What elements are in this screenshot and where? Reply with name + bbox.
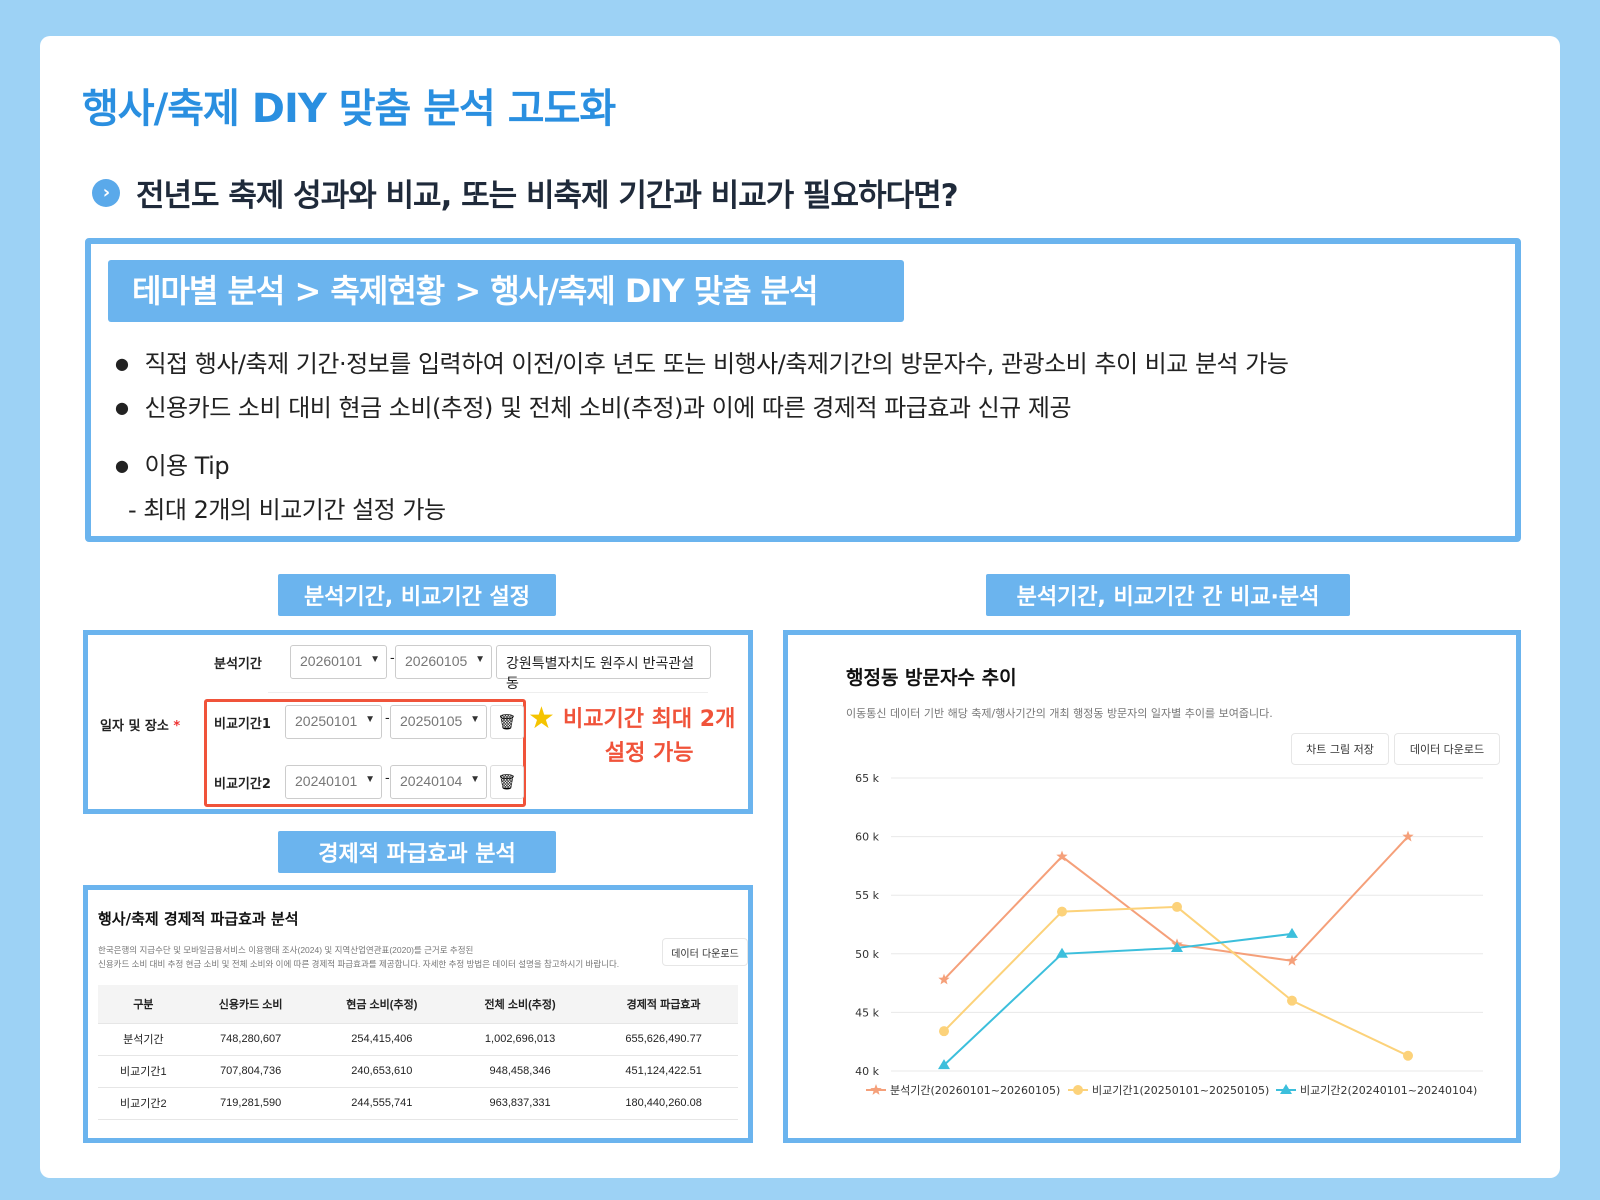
data-download-button[interactable]: 데이터 다운로드 bbox=[1394, 733, 1500, 765]
table-cell: 655,626,490.77 bbox=[589, 1023, 738, 1056]
table-cell: 254,415,406 bbox=[312, 1023, 451, 1056]
table-cell: 1,002,696,013 bbox=[450, 1023, 590, 1056]
data-point bbox=[1171, 941, 1183, 952]
table-cell: 244,555,741 bbox=[312, 1087, 451, 1120]
tip-text: - 최대 2개의 비교기간 설정 가능 bbox=[128, 496, 446, 524]
compare1-start-select[interactable]: 20250101 ▼ bbox=[285, 705, 382, 739]
econ-title: 행사/축제 경제적 파급효과 분석 bbox=[98, 910, 299, 928]
subtitle: › 전년도 축제 성과와 비교, 또는 비축제 기간과 비교가 필요하다면? bbox=[92, 170, 959, 215]
series-line bbox=[943, 905, 1409, 1057]
column-header: 구분 bbox=[98, 985, 189, 1024]
bullet: 신용카드 소비 대비 현금 소비(추정) 및 전체 소비(추정)과 이에 따른 … bbox=[115, 388, 1071, 423]
data-point bbox=[1286, 954, 1298, 966]
table-cell: 748,280,607 bbox=[188, 1023, 313, 1056]
table-cell: 707,804,736 bbox=[188, 1055, 313, 1088]
table-cell: 비교기간2 bbox=[98, 1087, 189, 1120]
y-tick-label: 60 k bbox=[855, 831, 879, 844]
bullet: 이용 Tip bbox=[115, 446, 229, 481]
compare1-label: 비교기간1 bbox=[214, 717, 271, 732]
legend-marker bbox=[870, 1084, 882, 1095]
data-point bbox=[1057, 906, 1067, 917]
legend-label[interactable]: 비교기간2(20240101~20240104) bbox=[1300, 1084, 1477, 1097]
legend-label[interactable]: 비교기간1(20250101~20250105) bbox=[1092, 1084, 1269, 1097]
column-header: 전체 소비(추정) bbox=[450, 985, 590, 1024]
data-point bbox=[1056, 947, 1068, 958]
compare2-label: 비교기간2 bbox=[214, 777, 271, 792]
series-line bbox=[943, 932, 1293, 1066]
y-tick-label: 55 k bbox=[855, 889, 879, 902]
field-label: 일자 및 장소 * bbox=[100, 719, 181, 734]
compare2-end-select[interactable]: 20240104 ▼ bbox=[390, 765, 487, 799]
star-icon: ★ bbox=[528, 701, 555, 736]
economic-panel: 행사/축제 경제적 파급효과 분석 한국은행의 지급수단 및 모바일금융서비스 … bbox=[83, 885, 753, 1143]
data-point bbox=[938, 973, 950, 985]
column-header: 경제적 파급효과 bbox=[589, 985, 738, 1024]
table-cell: 180,440,260.08 bbox=[589, 1087, 738, 1120]
data-point bbox=[1172, 901, 1182, 912]
separator: - bbox=[385, 771, 390, 786]
table-cell: 240,653,610 bbox=[312, 1055, 451, 1088]
table-cell: 719,281,590 bbox=[188, 1087, 313, 1120]
legend-marker bbox=[1073, 1085, 1083, 1095]
analysis-end-select[interactable]: 20260105 ▼ bbox=[395, 645, 492, 679]
period-form: 일자 및 장소 * 분석기간 20260101 ▼ - 20260105 ▼ 강원특… bbox=[83, 630, 753, 814]
analysis-start-select[interactable]: 20260101 ▼ bbox=[290, 645, 387, 679]
y-tick-label: 50 k bbox=[855, 948, 879, 961]
column-header: 신용카드 소비 bbox=[188, 985, 313, 1024]
econ-table: 구분 신용카드 소비 현금 소비(추정) 전체 소비(추정) 경제적 파급효과 분석기간 7… bbox=[98, 985, 738, 1120]
separator: - bbox=[390, 651, 395, 666]
chart-description: 이동통신 데이터 기반 해당 축제/행사기간의 개최 행정동 방문자의 일자별 … bbox=[846, 707, 1273, 720]
table-row: 비교기간1 707,804,736 240,653,610 948,458,346 45… bbox=[98, 1055, 738, 1088]
chart-panel: 행정동 방문자수 추이 이동통신 데이터 기반 해당 축제/행사기간의 개최 행… bbox=[783, 630, 1521, 1143]
line-chart: 40 k 45 k 50 k 55 k 60 k 65 k 분석기간(20260101~20… bbox=[855, 772, 1483, 1097]
compare1-end-select[interactable]: 20250105 ▼ bbox=[390, 705, 487, 739]
data-point bbox=[1286, 927, 1298, 938]
y-tick-label: 40 k bbox=[855, 1065, 879, 1078]
compare2-start-select[interactable]: 20240101 ▼ bbox=[285, 765, 382, 799]
analysis-label: 분석기간 bbox=[214, 657, 262, 672]
data-point bbox=[1403, 1050, 1413, 1061]
trash-icon[interactable]: 🗑 bbox=[490, 705, 524, 739]
save-chart-button[interactable]: 차트 그림 저장 bbox=[1291, 733, 1389, 765]
section-label: 분석기간, 비교기간 간 비교·분석 bbox=[986, 574, 1350, 616]
table-cell: 451,124,422.51 bbox=[589, 1055, 738, 1088]
data-point bbox=[938, 1059, 950, 1070]
section-label: 경제적 파급효과 분석 bbox=[278, 831, 556, 873]
legend-marker bbox=[1280, 1084, 1292, 1094]
section-label: 분석기간, 비교기간 설정 bbox=[278, 574, 556, 616]
location-field[interactable]: 강원특별자치도 원주시 반곡관설동 bbox=[496, 645, 711, 691]
data-point bbox=[1287, 995, 1297, 1006]
econ-description: 한국은행의 지급수단 및 모바일금융서비스 이용행태 조사(2024) 및 지역… bbox=[98, 945, 620, 969]
info-box bbox=[85, 238, 1521, 542]
highlight-box bbox=[204, 699, 526, 807]
data-point bbox=[1402, 830, 1414, 842]
legend-label[interactable]: 분석기간(20260101~20260105) bbox=[890, 1084, 1060, 1097]
chevron-right-icon: › bbox=[92, 178, 120, 207]
data-download-button[interactable]: 데이터 다운로드 bbox=[662, 938, 748, 966]
y-tick-label: 45 k bbox=[855, 1006, 879, 1019]
data-point bbox=[939, 1026, 949, 1037]
table-row: 비교기간2 719,281,590 244,555,741 963,837,331 18… bbox=[98, 1087, 738, 1120]
table-row: 분석기간 748,280,607 254,415,406 1,002,696,013 6… bbox=[98, 1023, 738, 1056]
table-cell: 963,837,331 bbox=[450, 1087, 590, 1120]
bullet: 직접 행사/축제 기간·정보를 입력하여 이전/이후 년도 또는 비행사/축제기… bbox=[115, 344, 1288, 379]
column-header: 현금 소비(추정) bbox=[312, 985, 451, 1024]
separator: - bbox=[385, 711, 390, 726]
data-point bbox=[1056, 850, 1068, 862]
table-cell: 비교기간1 bbox=[98, 1055, 189, 1088]
table-cell: 948,458,346 bbox=[450, 1055, 590, 1088]
chart-title: 행정동 방문자수 추이 bbox=[846, 667, 1017, 689]
breadcrumb: 테마별 분석 > 축제현황 > 행사/축제 DIY 맞춤 분석 bbox=[108, 260, 904, 322]
table-cell: 분석기간 bbox=[98, 1023, 189, 1056]
trash-icon[interactable]: 🗑 bbox=[490, 765, 524, 799]
y-tick-label: 65 k bbox=[855, 772, 879, 785]
annotation: 비교기간 최대 2개 설정 가능 bbox=[563, 707, 736, 766]
page-title: 행사/축제 DIY 맞춤 분석 고도화 bbox=[82, 86, 616, 132]
